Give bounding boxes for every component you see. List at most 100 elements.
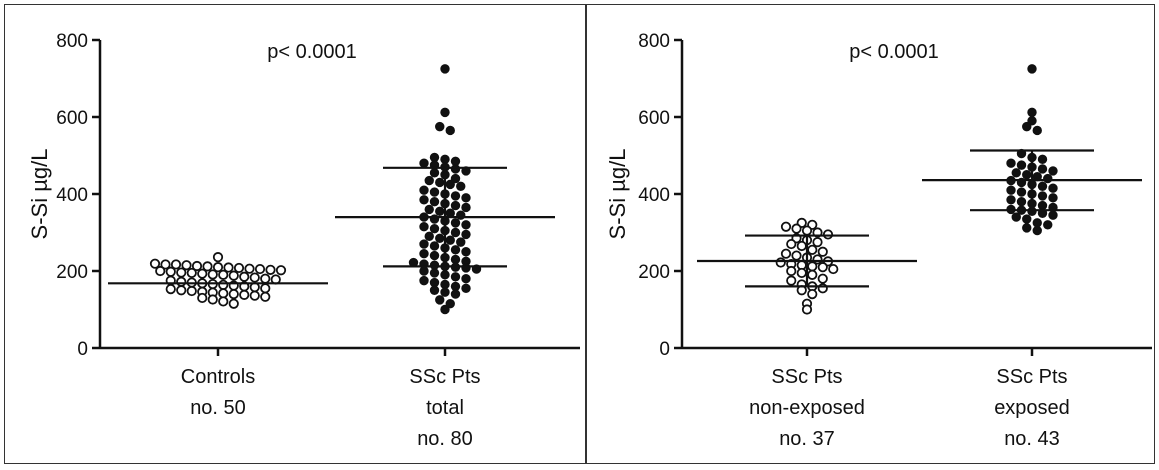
data-point (440, 279, 450, 290)
data-point (1027, 116, 1037, 126)
data-point (218, 288, 229, 299)
data-point (419, 275, 429, 286)
x-category-label: non-exposed (749, 397, 865, 419)
data-point (1006, 185, 1016, 195)
y-tick-label: 600 (56, 108, 88, 129)
data-point (801, 304, 813, 315)
data-point (239, 289, 250, 300)
data-point (445, 179, 455, 190)
data-point (419, 266, 429, 276)
data-point (218, 296, 229, 307)
x-category-label: total (426, 397, 464, 419)
data-point (165, 266, 176, 277)
data-point (807, 269, 818, 280)
data-point (429, 268, 440, 278)
data-point (1011, 212, 1021, 222)
data-point (440, 270, 450, 280)
data-point (424, 231, 434, 242)
data-point (429, 152, 440, 163)
data-point (419, 222, 429, 232)
y-tick-label: 0 (77, 339, 88, 360)
data-point (445, 125, 455, 136)
data-point (191, 260, 203, 272)
data-point (1048, 166, 1058, 176)
p-value-annotation: p< 0.0001 (849, 41, 939, 63)
data-point (817, 246, 828, 257)
data-point (1032, 225, 1042, 236)
x-category-label: no. 80 (417, 428, 473, 450)
data-point (197, 292, 208, 304)
data-point (1037, 200, 1048, 211)
data-point (424, 175, 434, 186)
data-point (450, 289, 461, 299)
data-point (429, 277, 440, 288)
y-axis-label: S-Si µg/L (27, 149, 52, 240)
y-axis-label: S-Si µg/L (605, 149, 630, 240)
data-point (1048, 210, 1058, 220)
data-point (440, 304, 450, 315)
x-category-label: Controls (181, 366, 255, 388)
data-point (419, 248, 429, 259)
data-point (1016, 197, 1027, 207)
data-point (807, 244, 818, 255)
data-point (812, 237, 823, 248)
data-point (450, 245, 461, 255)
data-point (435, 295, 445, 305)
data-point (1022, 214, 1032, 224)
data-point (450, 218, 461, 228)
data-point (176, 276, 187, 287)
data-point (461, 202, 471, 213)
data-point (435, 177, 445, 188)
y-tick-label: 0 (659, 339, 670, 360)
x-category-label: exposed (994, 397, 1070, 419)
data-point (254, 263, 266, 275)
data-point (218, 269, 229, 280)
data-point (429, 168, 440, 178)
y-tick-label: 400 (56, 185, 88, 206)
chart-left: 0 200 400 600 800 S-Si µg/L p< 0.0001 Controls n… (27, 31, 580, 450)
data-point (1032, 218, 1042, 228)
y-tick-label: 600 (638, 108, 670, 129)
data-point (440, 64, 450, 74)
data-point (429, 241, 440, 251)
x-category-label: SSc Pts (409, 366, 480, 388)
data-point (445, 299, 455, 309)
data-point (1037, 164, 1048, 174)
data-point (419, 239, 429, 249)
data-point (786, 265, 797, 277)
data-point (260, 283, 271, 294)
data-point (228, 270, 239, 281)
y-tick-label: 800 (56, 31, 88, 52)
x-category-label: no. 50 (190, 397, 246, 419)
data-point (461, 229, 471, 240)
data-point (176, 267, 187, 278)
data-point (1022, 121, 1032, 132)
y-tick-label: 400 (638, 185, 670, 206)
data-point (450, 156, 461, 166)
data-point (780, 248, 792, 259)
data-point (1032, 125, 1042, 136)
data-point (780, 221, 792, 232)
data-point (786, 275, 797, 286)
data-point (461, 263, 471, 273)
data-point (461, 193, 471, 203)
data-point (1043, 173, 1053, 184)
data-point (450, 191, 461, 201)
chart-right: 0 200 400 600 800 S-Si µg/L p< 0.0001 SSc Pts no… (605, 31, 1152, 450)
data-point (228, 288, 239, 300)
data-point (165, 283, 176, 295)
data-point (435, 121, 445, 132)
panel-left: 0 200 400 600 800 S-Si µg/L p< 0.0001 Controls n… (4, 4, 586, 464)
data-point (796, 240, 807, 252)
data-point (212, 252, 224, 263)
data-point (1048, 183, 1058, 193)
data-point (170, 259, 182, 270)
data-point (176, 285, 187, 296)
data-point (1006, 158, 1016, 168)
data-point (456, 237, 466, 247)
p-value-annotation: p< 0.0001 (267, 41, 357, 63)
data-point (450, 200, 461, 211)
data-point (233, 262, 245, 274)
data-point (429, 223, 440, 234)
